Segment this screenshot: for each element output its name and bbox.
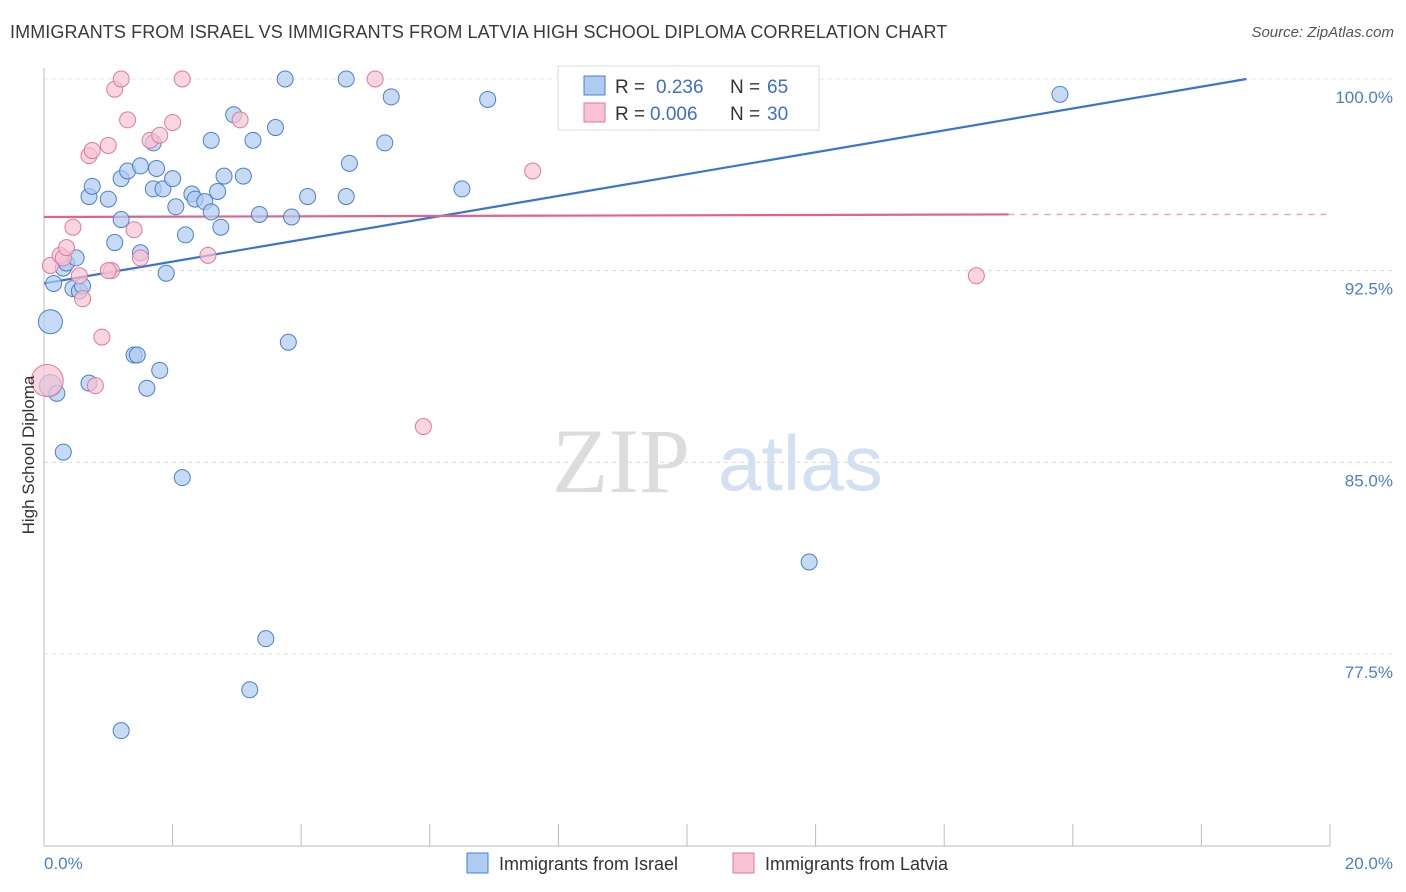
- point-israel-0: [37, 309, 63, 335]
- point-israel-56: [112, 722, 130, 740]
- y-tick-label-2: 92.5%: [1345, 280, 1393, 299]
- point-latvia-0: [30, 364, 64, 398]
- watermark-zip: ZIP: [552, 410, 690, 512]
- point-israel-38: [209, 182, 227, 200]
- legend-latvia-n-label: N =: [730, 104, 760, 125]
- point-israel-13: [83, 177, 101, 195]
- legend-latvia-swatch: [583, 102, 606, 123]
- legend-latvia-r-label: R =: [615, 104, 645, 125]
- legend-israel-n-value: 65: [767, 77, 788, 98]
- point-latvia-22: [173, 70, 191, 88]
- point-israel-30: [167, 198, 185, 216]
- bottom-legend-latvia-swatch: [732, 852, 755, 874]
- point-israel-41: [234, 167, 252, 185]
- bottom-legend: Immigrants from Israel Immigrants from L…: [466, 852, 949, 874]
- point-latvia-18: [131, 249, 149, 267]
- y-tick-label-0: 77.5%: [1345, 663, 1393, 682]
- point-israel-20: [128, 346, 146, 364]
- point-latvia-16: [119, 111, 137, 129]
- point-latvia-11: [93, 328, 111, 346]
- point-israel-16: [112, 211, 130, 229]
- point-israel-15: [106, 234, 124, 252]
- point-latvia-29: [99, 262, 117, 280]
- point-israel-64: [131, 157, 149, 175]
- point-israel-48: [337, 188, 355, 206]
- point-latvia-24: [231, 111, 249, 129]
- point-israel-59: [800, 553, 818, 571]
- trendline-israel: [43, 77, 1247, 285]
- point-latvia-4: [58, 239, 76, 257]
- legend-box: R = 0.236 N = 65 R = 0.006 N = 30: [557, 65, 820, 131]
- bottom-legend-latvia-label: Immigrants from Latvia: [765, 854, 949, 874]
- point-latvia-10: [86, 377, 104, 395]
- point-israel-62: [337, 70, 355, 88]
- point-israel-45: [279, 333, 297, 351]
- chart-title: IMMIGRANTS FROM ISRAEL VS IMMIGRANTS FRO…: [10, 22, 948, 42]
- point-israel-31: [173, 469, 191, 487]
- source-label: Source: ZipAtlas.com: [1251, 24, 1394, 41]
- point-israel-57: [241, 681, 259, 699]
- point-latvia-25: [366, 70, 384, 88]
- legend-israel-swatch: [583, 75, 606, 96]
- point-latvia-26: [524, 162, 542, 180]
- point-israel-44: [266, 119, 284, 137]
- point-israel-61: [276, 70, 294, 88]
- legend-latvia-r-value: 0.006: [650, 104, 698, 125]
- point-latvia-12: [99, 136, 117, 154]
- point-latvia-20: [151, 126, 169, 144]
- grid: [44, 78, 1393, 655]
- point-latvia-15: [112, 70, 130, 88]
- x-tick-label-min: 0.0%: [44, 854, 83, 873]
- legend-israel-n-label: N =: [730, 77, 760, 98]
- legend-israel-r-value: 0.236: [656, 77, 704, 98]
- y-tick-labels: 77.5% 85.0% 92.5% 100.0%: [1335, 88, 1393, 682]
- point-israel-22: [138, 379, 156, 397]
- point-latvia-27: [414, 418, 432, 436]
- point-latvia-9: [83, 142, 101, 160]
- point-israel-36: [202, 203, 220, 221]
- point-israel-49: [340, 154, 358, 172]
- point-latvia-5: [64, 218, 82, 236]
- point-israel-32: [176, 226, 194, 244]
- point-israel-43: [250, 205, 268, 223]
- point-latvia-23: [199, 246, 217, 264]
- point-israel-26: [151, 361, 169, 379]
- point-israel-39: [212, 218, 230, 236]
- point-israel-52: [453, 180, 471, 198]
- trendline-latvia: [43, 213, 1009, 219]
- point-israel-46: [283, 208, 301, 226]
- legend-latvia-n-value: 30: [767, 104, 788, 125]
- point-israel-51: [382, 88, 400, 106]
- watermark-atlas: atlas: [718, 419, 883, 507]
- point-israel-28: [157, 264, 175, 282]
- point-israel-63: [215, 167, 233, 185]
- point-israel-4: [54, 443, 72, 461]
- point-israel-3: [45, 274, 63, 292]
- x-tick-label-max: 20.0%: [1345, 854, 1393, 873]
- y-axis-label: High School Diploma: [19, 375, 38, 534]
- bottom-legend-israel-label: Immigrants from Israel: [499, 854, 678, 874]
- point-latvia-7: [74, 290, 92, 308]
- point-israel-53: [479, 90, 497, 108]
- point-israel-60: [1051, 85, 1069, 103]
- point-israel-58: [257, 630, 275, 648]
- point-israel-47: [299, 188, 317, 206]
- point-israel-42: [244, 131, 262, 149]
- points: [30, 70, 1069, 740]
- y-tick-label-1: 85.0%: [1345, 471, 1393, 490]
- point-israel-29: [164, 170, 182, 188]
- axes: [43, 68, 1331, 847]
- bottom-legend-israel-swatch: [466, 852, 489, 874]
- legend-israel-r-label: R =: [615, 77, 645, 98]
- point-latvia-17: [125, 221, 143, 239]
- point-latvia-6: [70, 267, 88, 285]
- point-latvia-28: [967, 267, 985, 285]
- y-tick-label-3: 100.0%: [1335, 88, 1393, 107]
- point-israel-14: [99, 190, 117, 208]
- point-israel-25: [148, 159, 166, 177]
- point-latvia-21: [164, 113, 182, 131]
- point-israel-50: [376, 134, 394, 152]
- point-israel-37: [202, 131, 220, 149]
